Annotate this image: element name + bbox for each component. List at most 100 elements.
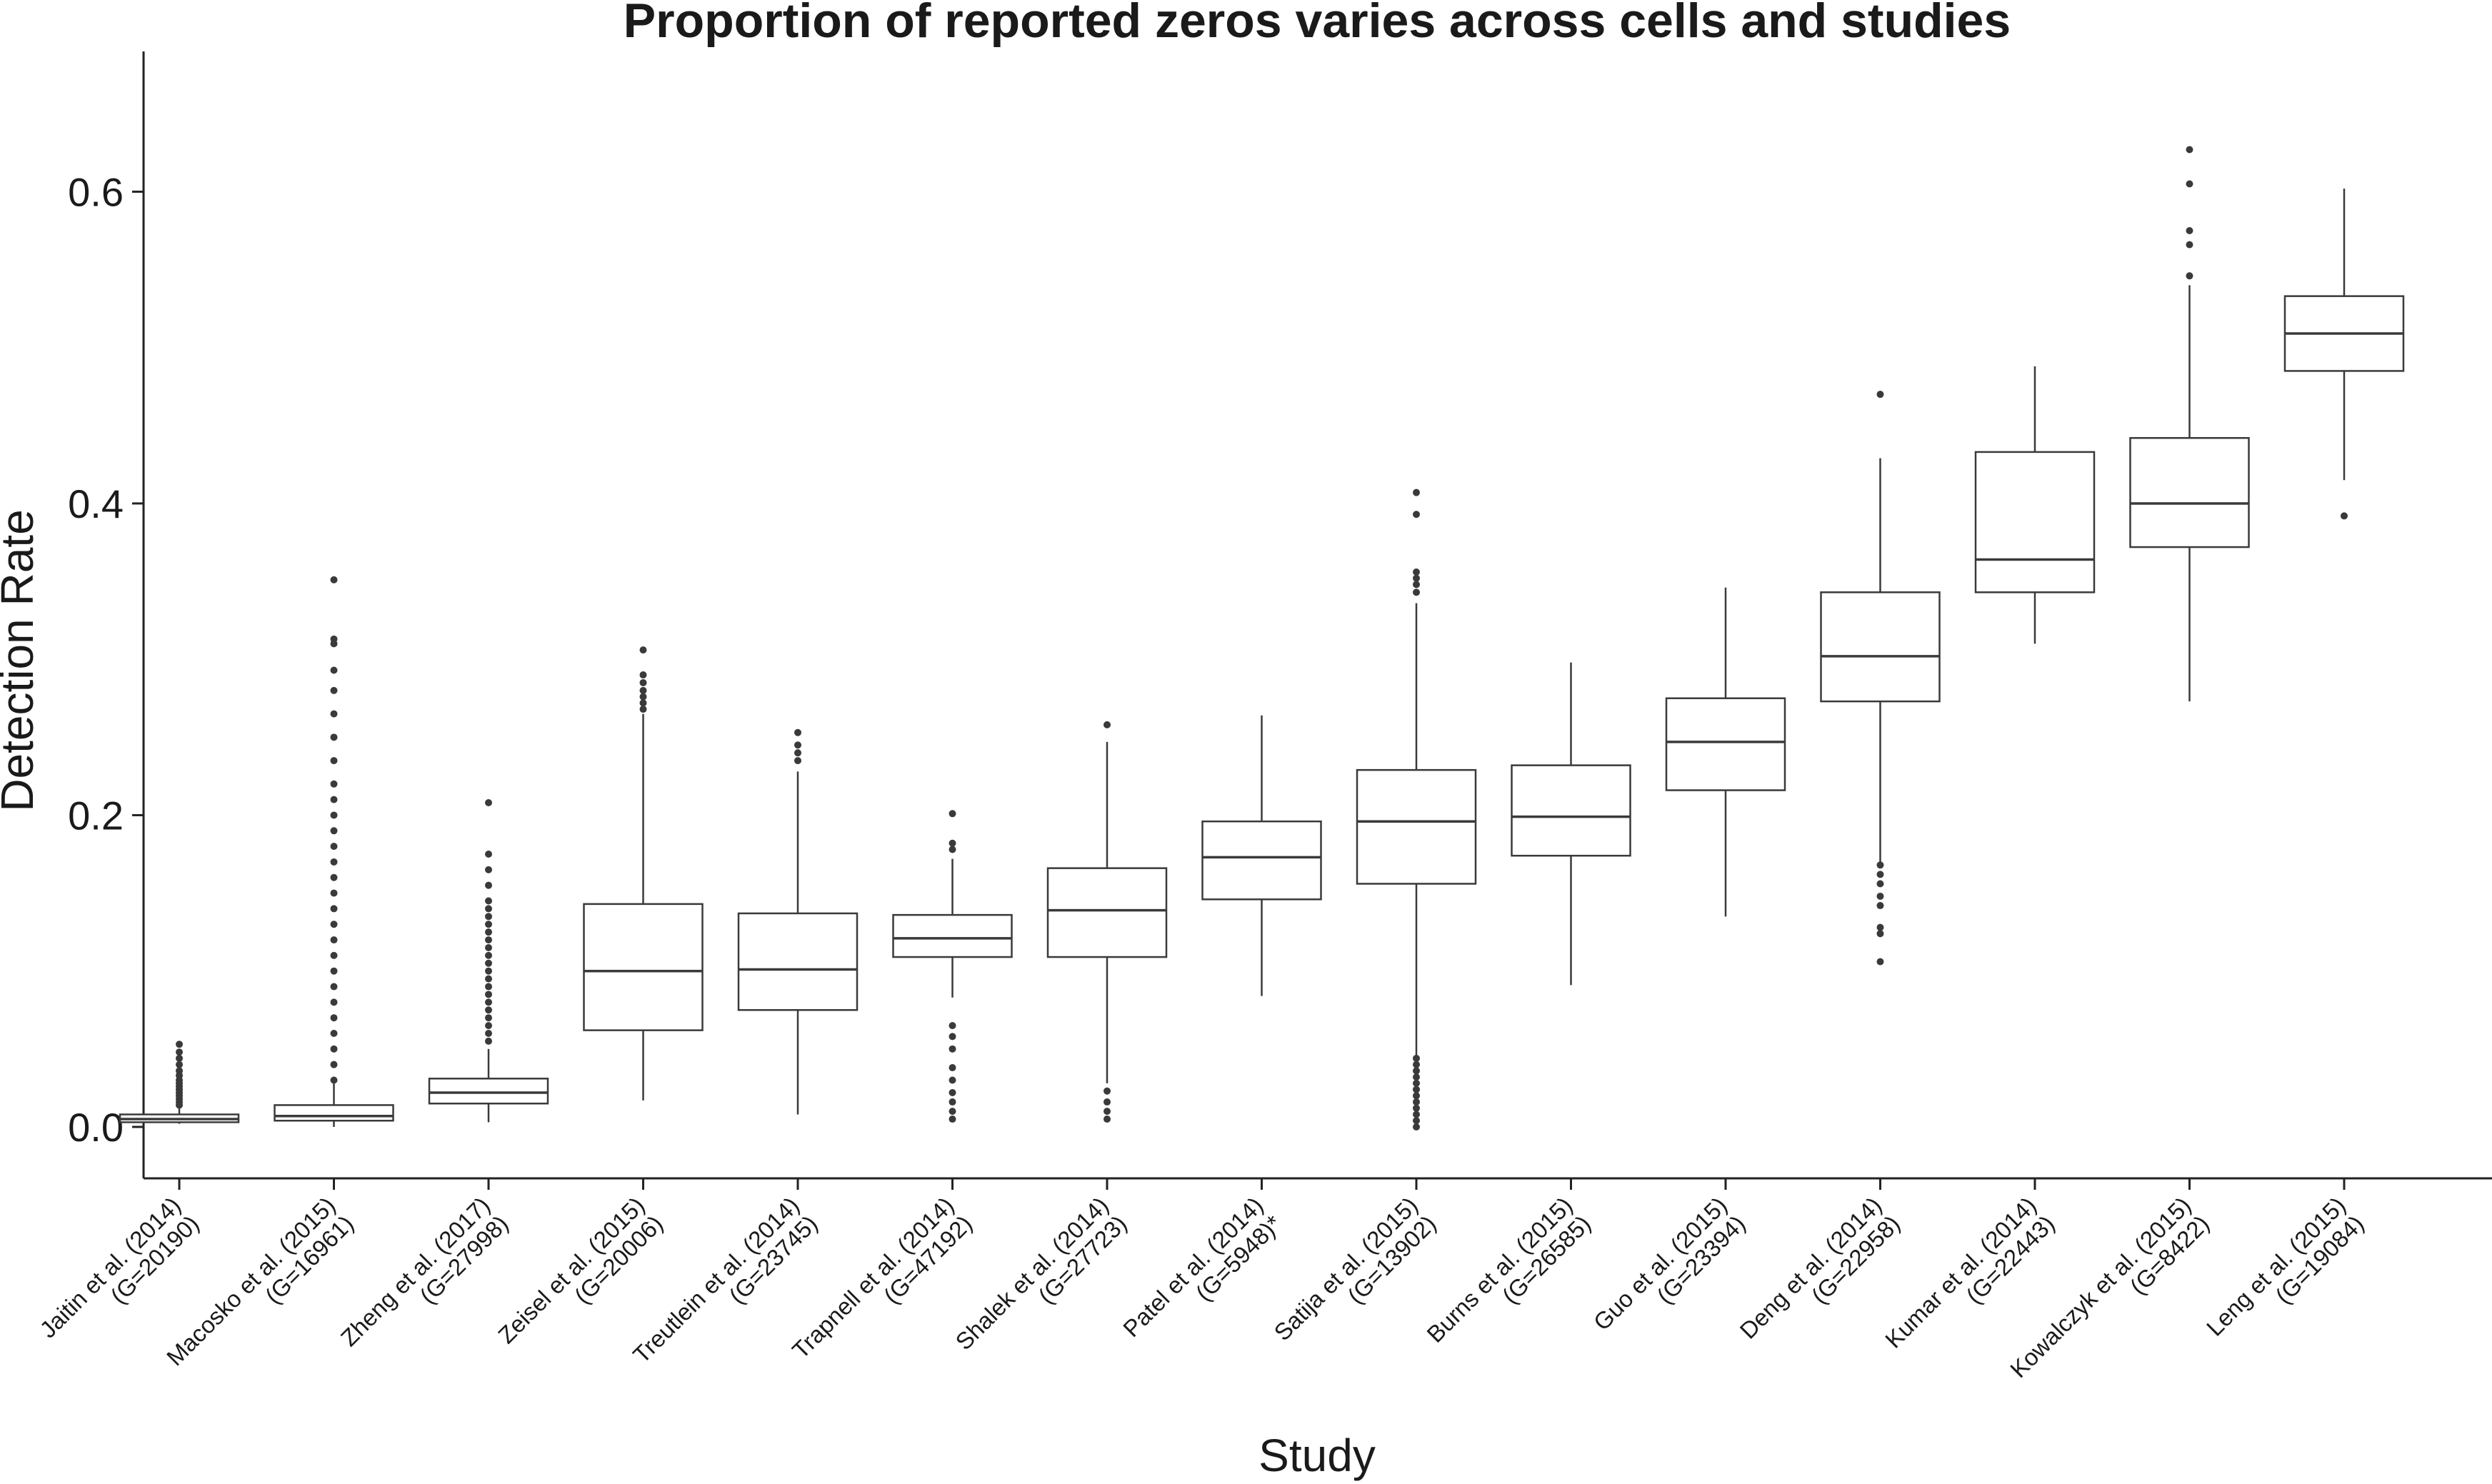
outlier-point <box>330 780 338 788</box>
outlier-point <box>639 699 647 707</box>
outlier-point <box>1413 1061 1420 1068</box>
outlier-point <box>330 686 338 694</box>
outlier-point <box>176 1048 183 1056</box>
outlier-point <box>330 873 338 881</box>
x-tick-label: Guo et al. (2015)(G=23394) <box>1588 1192 1751 1354</box>
outlier-point <box>1413 511 1420 518</box>
outlier-point <box>485 998 492 1006</box>
outlier-point <box>1413 1092 1420 1100</box>
box-iqr <box>1201 820 1322 901</box>
box-iqr <box>1974 451 2096 593</box>
y-tick-label: 0.0 <box>68 1105 124 1150</box>
outlier-point <box>2186 241 2193 249</box>
box-iqr <box>737 912 859 1011</box>
outlier-point <box>1413 574 1420 582</box>
box-iqr <box>274 1104 394 1122</box>
y-axis-title: Detection Rate <box>0 509 43 811</box>
outlier-point <box>794 757 801 765</box>
outlier-point <box>949 1115 956 1123</box>
outlier-point <box>485 1037 492 1045</box>
outlier-point <box>949 1088 956 1096</box>
outlier-point <box>639 693 647 701</box>
outlier-point <box>485 943 492 951</box>
x-tick-label: Patel et al. (2014)(G=5948)* <box>1118 1192 1286 1360</box>
outlier-point <box>485 921 492 928</box>
outlier-point <box>1876 880 1884 888</box>
x-tick-label-line: Trapnell et al. (2014) <box>787 1192 959 1364</box>
outlier-point <box>2186 180 2193 188</box>
outlier-point <box>1413 1054 1420 1062</box>
outlier-point <box>330 1014 338 1022</box>
outlier-point <box>1413 1073 1420 1081</box>
outlier-point <box>949 1033 956 1041</box>
outlier-point <box>330 843 338 851</box>
outlier-point <box>485 951 492 959</box>
box-iqr <box>2129 437 2250 548</box>
outlier-point <box>176 1041 183 1048</box>
x-axis-title: Study <box>1258 1430 1376 1481</box>
outlier-point <box>1104 1108 1111 1115</box>
outlier-point <box>1876 902 1884 910</box>
outlier-point <box>949 1098 956 1106</box>
outlier-point <box>639 671 647 679</box>
box-iqr <box>1665 697 1786 791</box>
outlier-point <box>1104 1098 1111 1106</box>
outlier-point <box>485 1022 492 1030</box>
box-iqr <box>892 913 1013 958</box>
outlier-point <box>639 646 647 654</box>
outlier-point <box>485 983 492 991</box>
outlier-point <box>1413 1111 1420 1118</box>
outlier-point <box>1413 1067 1420 1075</box>
outlier-point <box>949 1045 956 1053</box>
outlier-point <box>485 928 492 936</box>
outlier-point <box>794 749 801 757</box>
outlier-point <box>639 686 647 694</box>
outlier-point <box>330 1076 338 1084</box>
outlier-point <box>1413 1086 1420 1093</box>
outlier-point <box>1876 923 1884 931</box>
outlier-point <box>330 710 338 718</box>
outlier-point <box>1413 1098 1420 1106</box>
chart-title: Proportion of reported zeros varies acro… <box>624 0 2011 48</box>
outlier-point <box>1876 871 1884 878</box>
x-tick-label: Leng et al. (2015)(G=19084) <box>2201 1192 2369 1360</box>
outlier-point <box>485 991 492 998</box>
y-tick-label: 0.6 <box>68 169 124 214</box>
outlier-point <box>330 796 338 803</box>
outlier-point <box>485 866 492 873</box>
outlier-point <box>330 889 338 897</box>
outlier-point <box>2186 146 2193 154</box>
outlier-point <box>1413 1104 1420 1112</box>
outlier-point <box>949 1022 956 1030</box>
outlier-point <box>794 741 801 749</box>
outlier-point <box>2341 512 2348 520</box>
outlier-point <box>1413 568 1420 576</box>
outlier-point <box>330 951 338 959</box>
outlier-point <box>330 858 338 866</box>
outlier-point <box>176 1054 183 1062</box>
outlier-point <box>1413 581 1420 588</box>
outlier-point <box>485 851 492 858</box>
outlier-point <box>1413 488 1420 496</box>
outlier-point <box>485 1030 492 1038</box>
outlier-point <box>949 1108 956 1115</box>
outlier-point <box>1876 391 1884 398</box>
outlier-point <box>485 1014 492 1022</box>
outlier-point <box>330 757 338 765</box>
outlier-point <box>949 846 956 853</box>
outlier-point <box>330 905 338 913</box>
outlier-point <box>330 1030 338 1038</box>
outlier-point <box>485 1006 492 1014</box>
outlier-point <box>330 811 338 819</box>
outlier-point <box>330 967 338 975</box>
outlier-point <box>330 827 338 835</box>
outlier-point <box>330 733 338 741</box>
outlier-point <box>2186 226 2193 234</box>
x-tick-label: Deng et al. (2014)(G=22958) <box>1734 1192 1905 1363</box>
outlier-point <box>485 799 492 806</box>
outlier-point <box>485 881 492 889</box>
outlier-point <box>1876 861 1884 869</box>
outlier-point <box>1413 1079 1420 1087</box>
outlier-point <box>330 1045 338 1053</box>
